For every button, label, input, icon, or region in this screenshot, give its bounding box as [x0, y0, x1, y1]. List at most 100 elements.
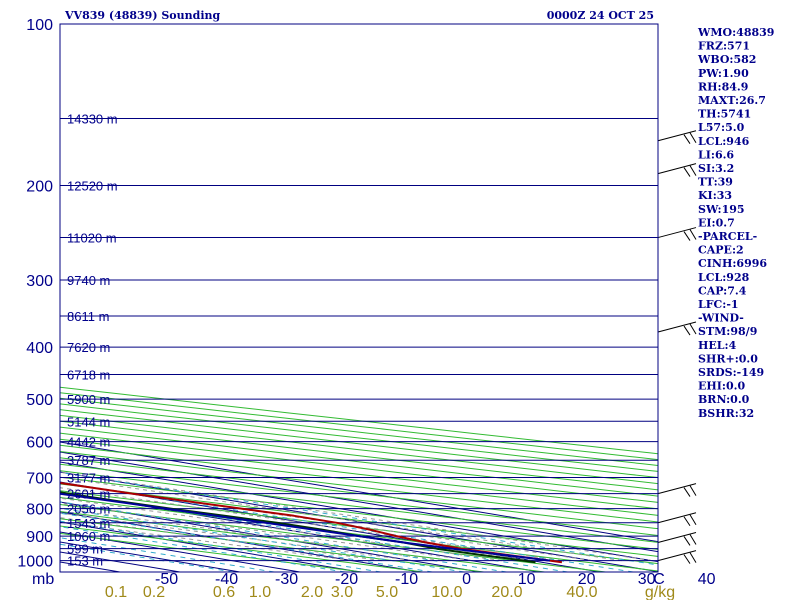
index-value: BSHR:32 — [698, 407, 754, 420]
dewpoint-profile — [60, 491, 536, 564]
temperature-unit-label: C — [653, 571, 665, 588]
dry-adiabat-line — [60, 420, 658, 491]
wind-barb — [657, 550, 697, 564]
isotherm-line — [60, 531, 301, 572]
wind-barb-staff — [657, 227, 697, 239]
wind-barb-staff — [657, 483, 697, 495]
mixing-ratio-line — [60, 512, 433, 572]
index-value: SRDS:-149 — [698, 366, 764, 379]
wind-barb-staff — [657, 163, 697, 175]
dry-adiabat-line — [60, 476, 658, 550]
dry-adiabat-line — [60, 490, 658, 565]
dry-adiabat-line — [60, 426, 658, 497]
temperature-tick-label: 0 — [462, 571, 471, 588]
wind-barb-flag — [683, 554, 691, 564]
wind-barb-flag — [689, 552, 697, 563]
isotherm-line — [60, 461, 658, 563]
height-label: 7620 m — [67, 340, 110, 355]
diagram-background-lines — [60, 386, 658, 572]
wind-barb-flag — [689, 132, 697, 143]
index-value: CINH:6996 — [698, 257, 767, 270]
dry-adiabat-line — [60, 450, 658, 523]
index-value: LCL:928 — [698, 271, 750, 284]
dry-adiabat-line — [60, 392, 658, 461]
mixing-ratio-tick-label: 2.0 — [301, 584, 323, 600]
index-value: HEL:4 — [698, 339, 737, 352]
index-value: TH:5741 — [698, 108, 751, 121]
wind-barb — [657, 531, 697, 546]
isotherm-line — [60, 571, 61, 572]
height-label: 9740 m — [67, 273, 110, 288]
pressure-tick-label: 900 — [26, 529, 53, 546]
wind-barb — [657, 130, 697, 144]
pressure-tick-label: 400 — [26, 340, 53, 357]
index-value: SHR+:0.0 — [698, 352, 758, 365]
index-value: PW:1.90 — [698, 67, 749, 80]
index-value: CAP:7.4 — [698, 284, 747, 297]
index-value: SI:3.2 — [698, 162, 734, 175]
isotherm-line — [60, 471, 658, 572]
wind-barb-staff — [657, 550, 697, 562]
dry-adiabat-line — [60, 409, 658, 478]
dry-adiabat-line — [60, 483, 658, 557]
pressure-tick-label: 300 — [26, 273, 53, 290]
wind-barb — [657, 163, 697, 177]
index-value: EI:0.7 — [698, 216, 735, 229]
pressure-tick-label: 800 — [26, 502, 53, 519]
dry-adiabat-line — [60, 470, 658, 543]
height-label: 3177 m — [67, 471, 110, 486]
index-value: LFC:-1 — [698, 298, 739, 311]
height-label: 12520 m — [67, 179, 118, 194]
temperature-tick-label: 10 — [518, 571, 536, 588]
index-value: -WIND- — [698, 312, 744, 325]
height-label: 6718 m — [67, 368, 110, 383]
height-label: 5900 m — [67, 392, 110, 407]
pressure-tick-label: 500 — [26, 392, 53, 409]
mixing-ratio-tick-label: 1.0 — [249, 584, 271, 600]
height-label: 599 m — [67, 542, 103, 557]
wind-barb-flag — [689, 514, 697, 526]
height-label: 2601 m — [67, 487, 110, 502]
mixing-ratio-tick-label: 40.0 — [566, 584, 597, 600]
axis-labels: VV839 (48839) Sounding 0000Z 24 OCT 25 1… — [17, 9, 715, 600]
dry-adiabat-line — [60, 457, 658, 530]
wind-barb-staff — [657, 531, 697, 543]
height-label: 1543 m — [67, 516, 110, 531]
plot-frame — [59, 23, 659, 573]
wind-barb — [657, 512, 697, 527]
sounding-profiles — [60, 481, 563, 564]
wind-barb-flag — [683, 536, 691, 546]
mixing-ratio-tick-label: 10.0 — [431, 584, 462, 600]
wind-barbs — [657, 130, 697, 564]
dry-adiabat-line — [60, 510, 545, 572]
index-value: -PARCEL- — [698, 230, 757, 243]
dry-adiabat-line — [60, 438, 658, 510]
pressure-unit-label: mb — [32, 571, 54, 588]
index-value: STM:98/9 — [698, 325, 757, 338]
index-value: MAXT:26.7 — [698, 94, 766, 107]
chart-time: 0000Z 24 OCT 25 — [547, 9, 654, 22]
mixing-ratio-tick-label: 0.2 — [143, 584, 165, 600]
moist-adiabat-line — [60, 512, 412, 562]
wind-barb-flag — [689, 229, 697, 240]
dry-adiabat-line — [60, 432, 658, 503]
wind-barb-staff — [657, 130, 697, 142]
moist-adiabat-line — [60, 502, 472, 562]
dry-adiabat-line — [60, 503, 606, 572]
index-value: WMO:48839 — [697, 26, 774, 39]
temperature-tick-label: -40 — [215, 571, 238, 588]
mixing-ratio-line — [60, 492, 568, 572]
index-value: FRZ:571 — [698, 40, 750, 53]
mixing-ratio-unit-label: g/kg — [645, 584, 675, 600]
index-value: RH:84.9 — [698, 80, 748, 93]
mixing-ratio-line — [60, 471, 658, 566]
mixing-ratio-tick-label: 5.0 — [376, 584, 398, 600]
temperature-profile — [60, 481, 563, 564]
index-value: KI:33 — [698, 189, 732, 202]
mixing-ratio-tick-label: 0.1 — [105, 584, 127, 600]
mixing-ratio-tick-label: 20.0 — [491, 584, 522, 600]
isotherm-line — [60, 441, 658, 543]
dry-adiabat-line — [60, 397, 658, 467]
height-label: 153 m — [67, 554, 103, 569]
pressure-tick-label: 100 — [26, 17, 53, 34]
